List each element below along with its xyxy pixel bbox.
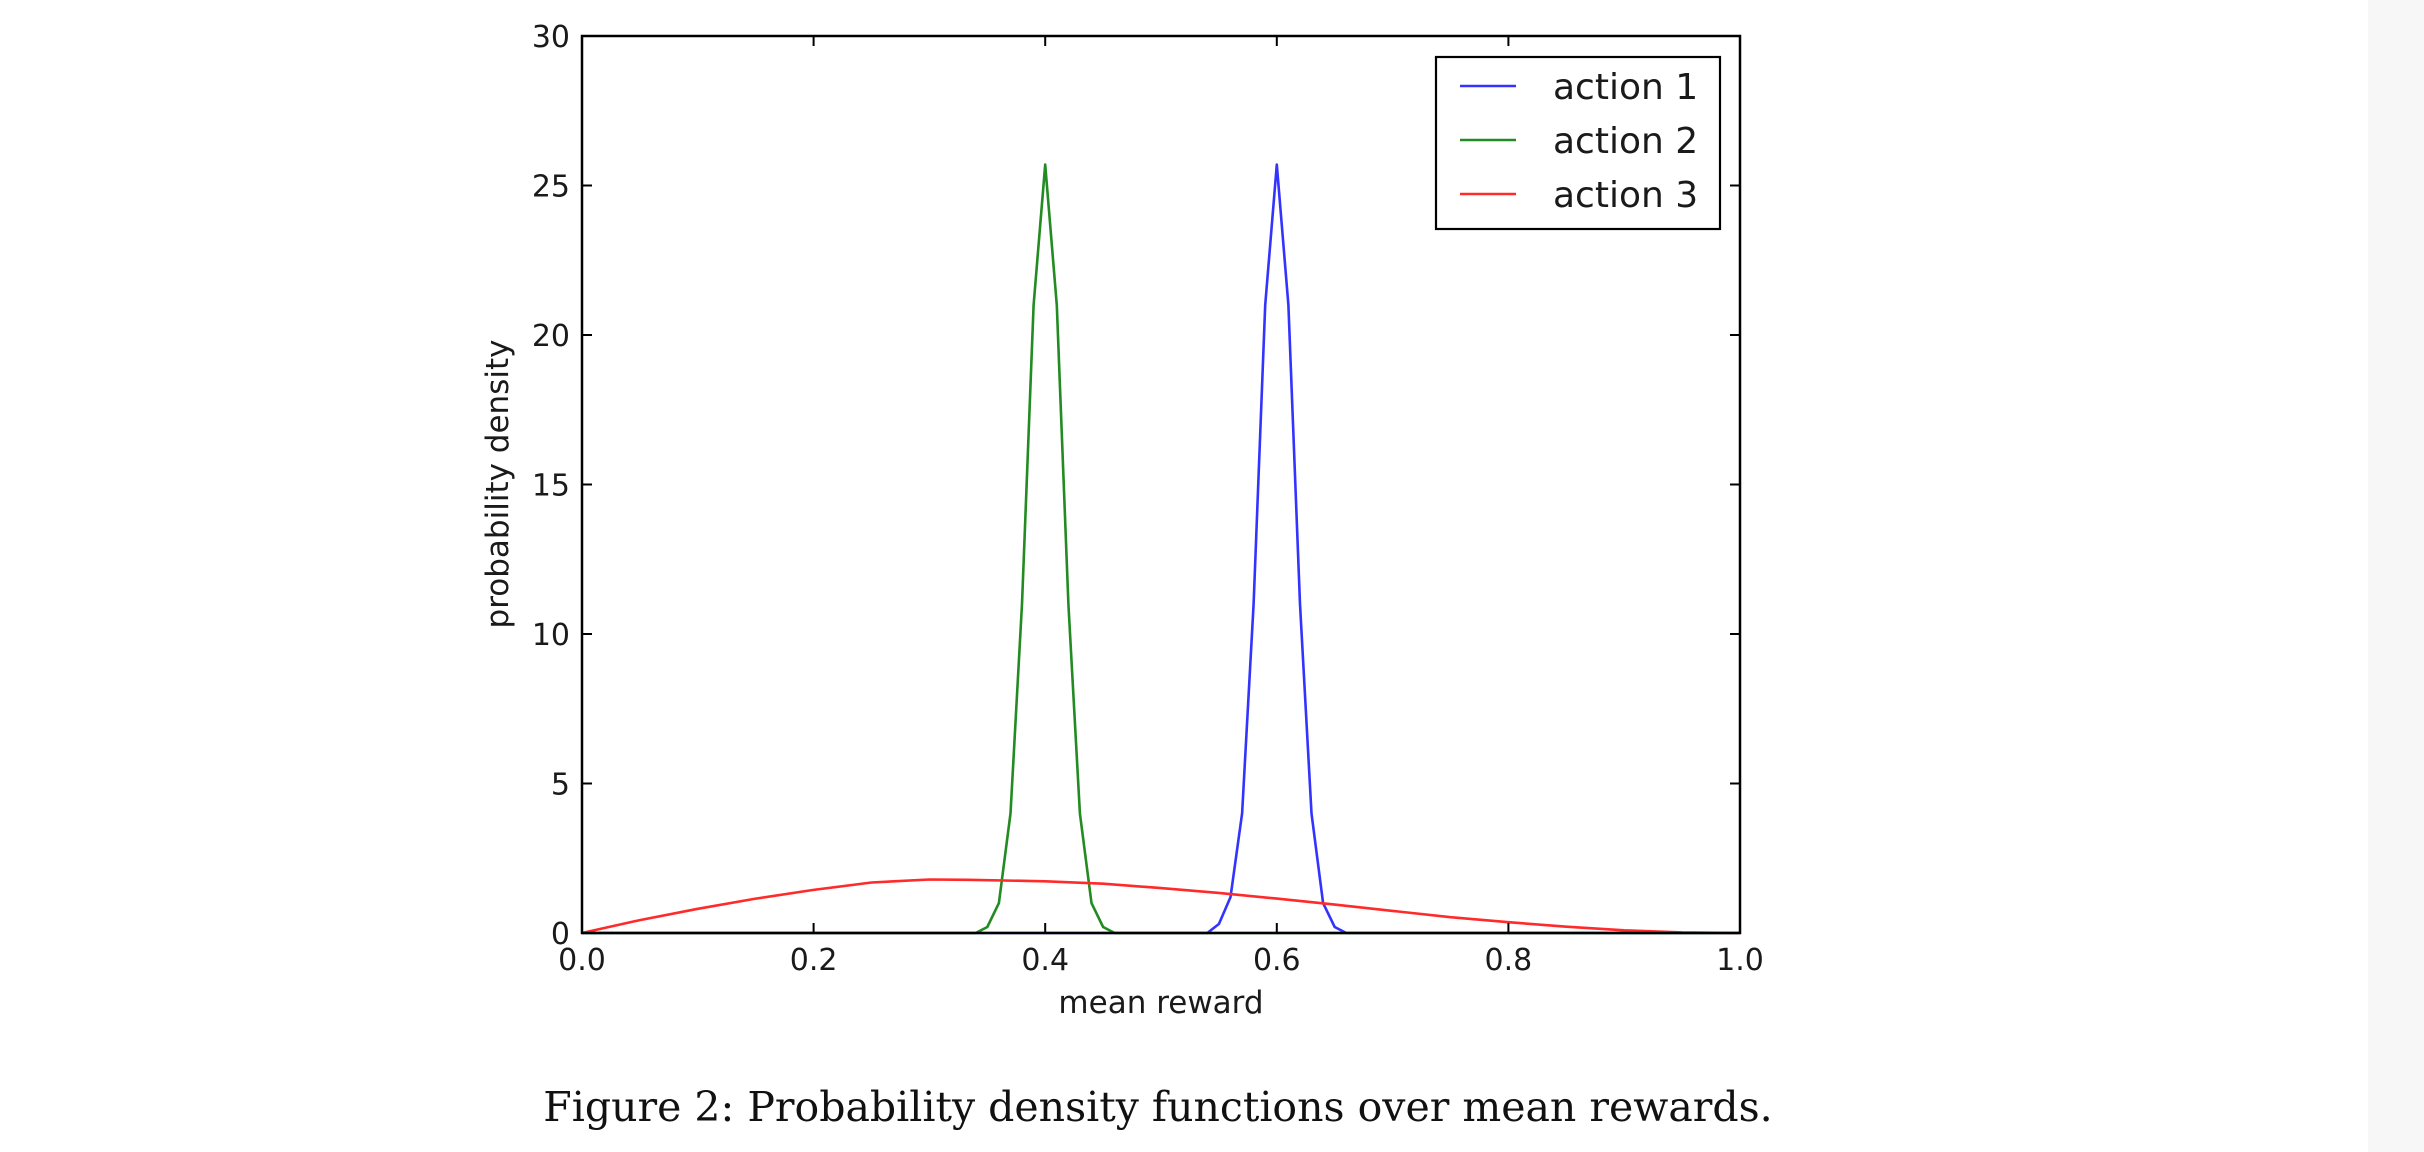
y-axis-title: probability density xyxy=(480,340,516,629)
series-line-action-1 xyxy=(582,163,1740,935)
x-tick-label: 0.6 xyxy=(1253,943,1301,978)
x-tick-label: 0.4 xyxy=(1021,943,1069,978)
series-layer xyxy=(581,163,1741,935)
legend: action 1 action 2 action 3 xyxy=(1434,55,1722,231)
y-tick-label: 5 xyxy=(551,768,570,803)
x-axis-title: mean reward xyxy=(1058,985,1263,1021)
series-line-action-3 xyxy=(581,878,1741,935)
y-tick-label: 25 xyxy=(532,170,570,205)
legend-label: action 3 xyxy=(1553,175,1698,216)
y-tick-label: 20 xyxy=(532,319,570,354)
ticks-layer: 0.0 0.2 0.4 0.6 0.8 1.0 0 5 10 15 20 25 30 xyxy=(532,20,1764,978)
page-edge-strip xyxy=(2368,0,2424,1152)
line-chart: 0.0 0.2 0.4 0.6 0.8 1.0 0 5 10 15 20 25 30 mean rewa… xyxy=(480,20,1764,1021)
x-tick-label: 0.2 xyxy=(790,943,838,978)
y-tick-label: 30 xyxy=(532,20,570,55)
legend-label: action 1 xyxy=(1553,67,1698,108)
legend-entries: action 1 action 2 action 3 xyxy=(1460,67,1698,216)
series-line-action-2 xyxy=(582,163,1740,935)
plot-frame xyxy=(580,34,1742,935)
x-tick-label: 0.8 xyxy=(1485,943,1533,978)
x-tick-label: 0.0 xyxy=(558,943,606,978)
x-tick-label: 1.0 xyxy=(1716,943,1764,978)
figure-caption: Figure 2: Probability density functions … xyxy=(543,1083,1773,1131)
y-tick-label: 0 xyxy=(551,917,570,952)
y-tick-label: 15 xyxy=(532,469,570,504)
legend-label: action 2 xyxy=(1553,121,1698,162)
y-tick-label: 10 xyxy=(532,618,570,653)
